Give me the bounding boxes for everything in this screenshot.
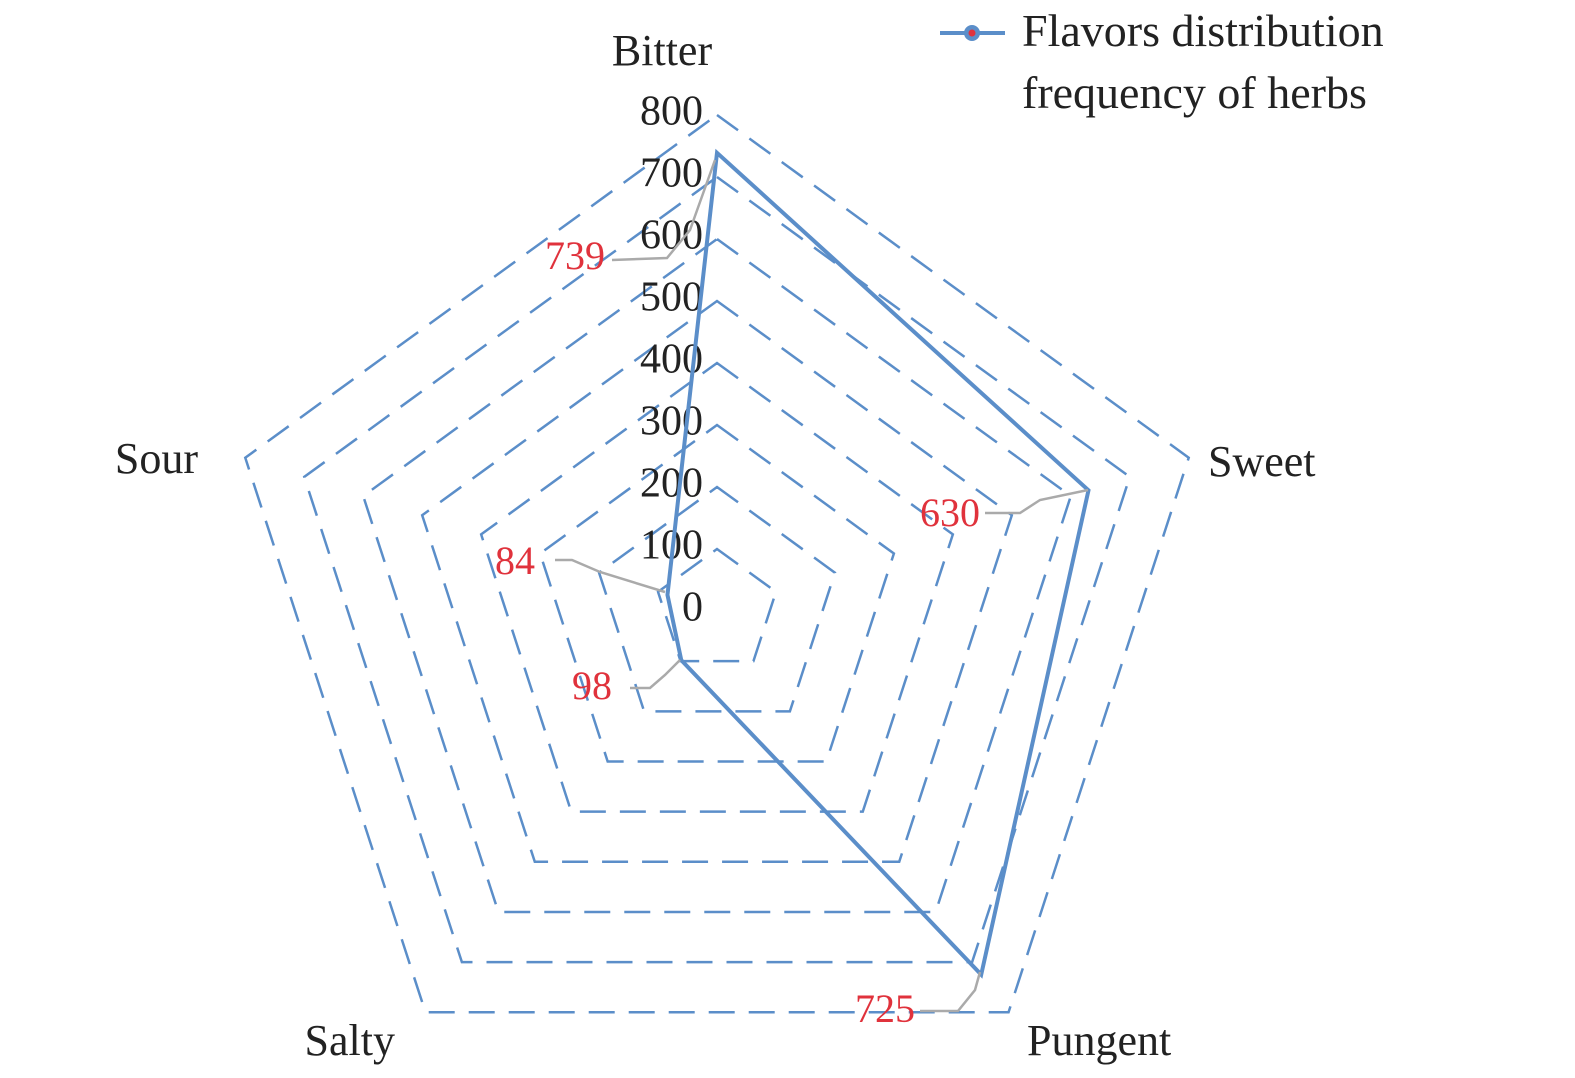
legend-label-box: Flavors distribution frequency of herbs	[1022, 5, 1384, 118]
leader-line	[555, 558, 666, 594]
grid-ring	[420, 299, 1014, 864]
category-label: Sour	[115, 434, 198, 483]
category-label: Sweet	[1208, 437, 1316, 486]
r-tick-label: 700	[640, 151, 703, 197]
r-tick-label: 300	[640, 399, 703, 445]
leader-line	[611, 159, 717, 262]
grid-ring	[361, 237, 1073, 914]
r-tick-label: 800	[640, 89, 703, 135]
grid-ring	[302, 175, 1132, 964]
leader-line	[630, 659, 681, 690]
value-label: 630	[920, 490, 980, 535]
grid-ring	[538, 423, 896, 763]
grid-ring	[479, 361, 955, 813]
leader-line	[985, 488, 1089, 515]
r-tick-label: 500	[640, 275, 703, 321]
value-label: 98	[572, 663, 612, 708]
category-label: Pungent	[1027, 1016, 1171, 1065]
legend-marker-dot	[968, 29, 976, 37]
r-tick-label: 200	[640, 461, 703, 507]
r-tick-label: 0	[682, 585, 703, 631]
category-label: Salty	[305, 1016, 395, 1065]
value-label: 84	[495, 538, 535, 583]
leader-line	[920, 971, 982, 1013]
grid-ring	[597, 485, 837, 713]
series-line	[665, 148, 1091, 979]
value-label: 725	[855, 986, 915, 1031]
value-label: 739	[545, 233, 605, 278]
category-label: Bitter	[612, 26, 713, 75]
grid-ring	[243, 113, 1191, 1014]
legend: Flavors distribution frequency of herbs	[940, 5, 1384, 118]
legend-label: Flavors distribution frequency of herbs	[1022, 5, 1384, 118]
